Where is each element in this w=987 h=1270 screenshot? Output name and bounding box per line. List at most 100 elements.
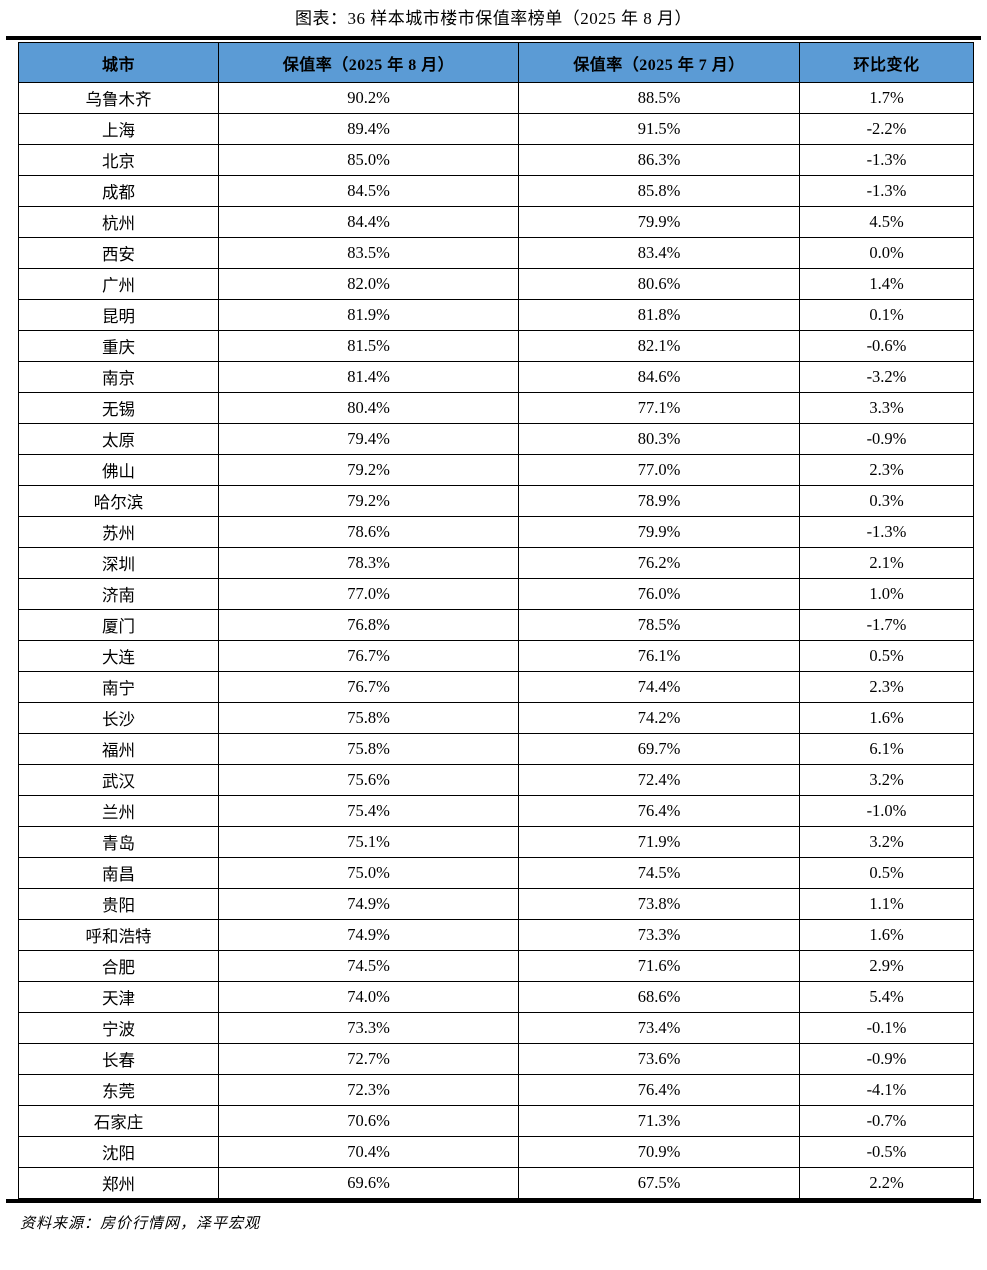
cell-mom-change: 1.4% (799, 268, 974, 300)
cell-rate-jul: 77.1% (518, 392, 800, 424)
cell-rate-aug: 75.4% (218, 795, 519, 827)
cell-mom-change: 1.0% (799, 578, 974, 610)
cell-rate-jul: 74.5% (518, 857, 800, 889)
cell-mom-change: -2.2% (799, 113, 974, 145)
cell-rate-aug: 81.9% (218, 299, 519, 331)
cell-rate-aug: 75.6% (218, 764, 519, 796)
cell-rate-jul: 83.4% (518, 237, 800, 269)
cell-city: 贵阳 (18, 888, 219, 920)
cell-rate-aug: 75.8% (218, 702, 519, 734)
table-row: 厦门 76.8% 78.5% -1.7% (18, 609, 974, 641)
table-container: 城市 保值率（2025 年 8 月） 保值率（2025 年 7 月） 环比变化 … (0, 40, 987, 1199)
cell-city: 兰州 (18, 795, 219, 827)
cell-city: 广州 (18, 268, 219, 300)
cell-rate-aug: 72.7% (218, 1043, 519, 1075)
cell-rate-jul: 73.4% (518, 1012, 800, 1044)
cell-rate-aug: 74.5% (218, 950, 519, 982)
cell-rate-aug: 69.6% (218, 1167, 519, 1199)
table-row: 长春 72.7% 73.6% -0.9% (18, 1043, 974, 1075)
cell-rate-aug: 78.3% (218, 547, 519, 579)
top-rule (6, 36, 981, 40)
cell-mom-change: 1.1% (799, 888, 974, 920)
cell-city: 南宁 (18, 671, 219, 703)
cell-rate-jul: 74.4% (518, 671, 800, 703)
cell-rate-aug: 81.4% (218, 361, 519, 393)
cell-city: 武汉 (18, 764, 219, 796)
cell-mom-change: -1.3% (799, 516, 974, 548)
col-header-rate-aug: 保值率（2025 年 8 月） (218, 42, 519, 83)
cell-city: 哈尔滨 (18, 485, 219, 517)
table-row: 宁波 73.3% 73.4% -0.1% (18, 1012, 974, 1044)
table-header: 城市 保值率（2025 年 8 月） 保值率（2025 年 7 月） 环比变化 (18, 42, 974, 83)
cell-rate-aug: 79.4% (218, 423, 519, 455)
table-row: 贵阳 74.9% 73.8% 1.1% (18, 888, 974, 920)
cell-rate-jul: 88.5% (518, 82, 800, 114)
cell-rate-aug: 82.0% (218, 268, 519, 300)
cell-city: 苏州 (18, 516, 219, 548)
cell-city: 宁波 (18, 1012, 219, 1044)
cell-rate-aug: 90.2% (218, 82, 519, 114)
cell-rate-jul: 86.3% (518, 144, 800, 176)
col-header-rate-jul: 保值率（2025 年 7 月） (518, 42, 800, 83)
cell-rate-jul: 76.2% (518, 547, 800, 579)
cell-rate-jul: 85.8% (518, 175, 800, 207)
cell-city: 无锡 (18, 392, 219, 424)
cell-rate-aug: 84.4% (218, 206, 519, 238)
cell-city: 西安 (18, 237, 219, 269)
cell-rate-jul: 91.5% (518, 113, 800, 145)
cell-rate-aug: 72.3% (218, 1074, 519, 1106)
cell-city: 合肥 (18, 950, 219, 982)
cell-mom-change: 0.5% (799, 857, 974, 889)
city-retention-table: 城市 保值率（2025 年 8 月） 保值率（2025 年 7 月） 环比变化 … (18, 42, 974, 1199)
cell-rate-aug: 74.9% (218, 888, 519, 920)
cell-city: 重庆 (18, 330, 219, 362)
cell-rate-jul: 68.6% (518, 981, 800, 1013)
table-row: 哈尔滨 79.2% 78.9% 0.3% (18, 485, 974, 517)
cell-rate-jul: 79.9% (518, 516, 800, 548)
cell-mom-change: -0.5% (799, 1136, 974, 1168)
table-row: 深圳 78.3% 76.2% 2.1% (18, 547, 974, 579)
figure-title: 图表：36 样本城市楼市保值率榜单（2025 年 8 月） (295, 9, 692, 28)
source-note: 资料来源：房价行情网，泽平宏观 (20, 1216, 261, 1232)
cell-rate-aug: 75.8% (218, 733, 519, 765)
cell-mom-change: -0.6% (799, 330, 974, 362)
cell-mom-change: -0.9% (799, 423, 974, 455)
table-row: 昆明 81.9% 81.8% 0.1% (18, 299, 974, 331)
cell-rate-jul: 71.9% (518, 826, 800, 858)
cell-mom-change: -0.1% (799, 1012, 974, 1044)
cell-rate-jul: 78.9% (518, 485, 800, 517)
table-row: 太原 79.4% 80.3% -0.9% (18, 423, 974, 455)
table-row: 无锡 80.4% 77.1% 3.3% (18, 392, 974, 424)
cell-rate-aug: 85.0% (218, 144, 519, 176)
table-row: 武汉 75.6% 72.4% 3.2% (18, 764, 974, 796)
cell-mom-change: -0.7% (799, 1105, 974, 1137)
cell-mom-change: 1.7% (799, 82, 974, 114)
col-header-city: 城市 (18, 42, 219, 83)
cell-mom-change: 2.3% (799, 671, 974, 703)
table-row: 成都 84.5% 85.8% -1.3% (18, 175, 974, 207)
table-row: 重庆 81.5% 82.1% -0.6% (18, 330, 974, 362)
cell-mom-change: 1.6% (799, 919, 974, 951)
col-header-mom-change: 环比变化 (799, 42, 974, 83)
cell-city: 呼和浩特 (18, 919, 219, 951)
cell-rate-aug: 79.2% (218, 485, 519, 517)
cell-city: 杭州 (18, 206, 219, 238)
cell-rate-jul: 79.9% (518, 206, 800, 238)
cell-rate-jul: 67.5% (518, 1167, 800, 1199)
cell-city: 长春 (18, 1043, 219, 1075)
table-row: 南昌 75.0% 74.5% 0.5% (18, 857, 974, 889)
bottom-rule (6, 1199, 981, 1203)
cell-city: 佛山 (18, 454, 219, 486)
cell-rate-jul: 80.6% (518, 268, 800, 300)
cell-rate-jul: 73.6% (518, 1043, 800, 1075)
cell-rate-aug: 70.6% (218, 1105, 519, 1137)
cell-rate-jul: 78.5% (518, 609, 800, 641)
table-row: 合肥 74.5% 71.6% 2.9% (18, 950, 974, 982)
cell-rate-jul: 74.2% (518, 702, 800, 734)
cell-rate-jul: 70.9% (518, 1136, 800, 1168)
table-row: 石家庄 70.6% 71.3% -0.7% (18, 1105, 974, 1137)
cell-rate-jul: 72.4% (518, 764, 800, 796)
table-body: 乌鲁木齐 90.2% 88.5% 1.7% 上海 89.4% 91.5% -2.2% 北京 85.… (18, 82, 974, 1199)
cell-mom-change: -3.2% (799, 361, 974, 393)
cell-rate-jul: 73.8% (518, 888, 800, 920)
